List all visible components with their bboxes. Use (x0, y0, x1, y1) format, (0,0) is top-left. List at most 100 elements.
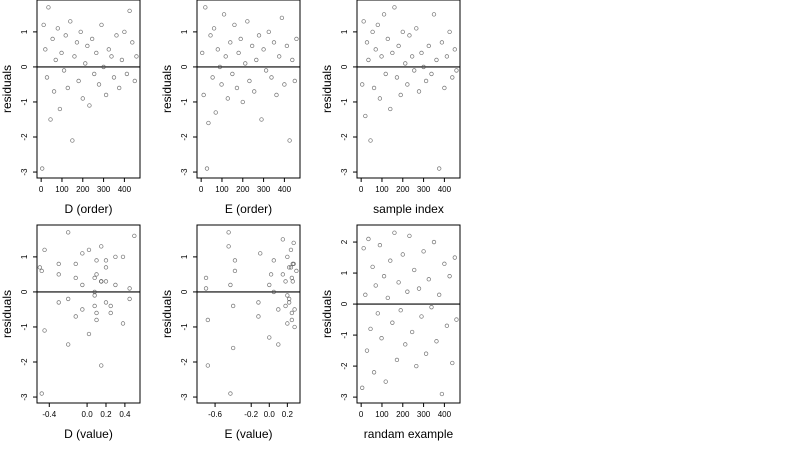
point (360, 82, 365, 87)
point (379, 54, 384, 59)
point (92, 293, 97, 298)
point (37, 265, 42, 270)
point (361, 246, 366, 251)
point (243, 61, 248, 66)
point (99, 363, 104, 368)
point (285, 321, 290, 326)
point (379, 336, 384, 341)
point (283, 279, 288, 284)
y-tick-label: -2 (180, 358, 189, 366)
point (419, 314, 424, 319)
point (238, 36, 243, 42)
point (381, 274, 387, 279)
point (80, 307, 85, 312)
point (120, 254, 126, 260)
x-tick-label: 200 (236, 185, 250, 194)
point (73, 275, 78, 281)
y-tick-label: 1 (180, 254, 189, 259)
point (232, 22, 237, 28)
point (41, 22, 46, 28)
point (276, 307, 281, 312)
point (450, 75, 455, 80)
y-tick-label: -1 (20, 323, 29, 331)
point (225, 96, 230, 101)
point (205, 363, 210, 368)
point (368, 326, 373, 332)
point (292, 307, 297, 312)
point (439, 391, 445, 397)
point (444, 323, 450, 328)
point (103, 92, 109, 98)
point (50, 36, 55, 42)
point (236, 50, 241, 56)
point (94, 50, 99, 56)
point (429, 71, 434, 77)
point (289, 310, 295, 316)
point (434, 339, 439, 344)
point (124, 71, 130, 77)
point (437, 166, 442, 171)
y-tick-label: 0 (180, 64, 189, 69)
point (72, 54, 77, 59)
point (249, 43, 255, 49)
point (421, 64, 426, 70)
point (287, 265, 292, 270)
point (252, 89, 257, 94)
point (39, 391, 44, 396)
point (85, 43, 90, 49)
x-tick-label: 400 (118, 185, 132, 194)
point (63, 33, 68, 38)
x-tick-label: 0 (359, 410, 364, 419)
point (134, 54, 139, 59)
y-tick-label: -1 (340, 98, 349, 106)
point (113, 282, 118, 288)
point (409, 54, 415, 59)
point (53, 57, 58, 63)
y-tick-label: 0 (20, 289, 29, 294)
point (59, 50, 64, 56)
point (447, 29, 452, 35)
point (230, 345, 236, 351)
x-tick-label: 400 (278, 185, 292, 194)
y-tick-label: 0 (340, 301, 349, 306)
x-tick-label: 100 (375, 185, 389, 194)
point (130, 40, 135, 45)
point (363, 113, 368, 119)
point (106, 47, 111, 52)
y-tick-label: -1 (20, 98, 29, 106)
point (74, 40, 80, 45)
x-tick-label: 400 (438, 185, 452, 194)
point (423, 78, 429, 84)
x-axis-label: D (order) (64, 202, 112, 216)
point (46, 5, 51, 10)
point (43, 47, 48, 52)
point (373, 47, 378, 52)
point (55, 26, 60, 31)
point (414, 363, 419, 369)
point (208, 33, 213, 38)
point (66, 342, 71, 347)
point (290, 279, 295, 284)
x-tick-label: 200 (396, 410, 410, 419)
point (390, 50, 395, 56)
point (363, 292, 368, 297)
point (73, 261, 78, 267)
point (371, 370, 377, 375)
point (392, 5, 397, 10)
point (201, 92, 206, 98)
point (68, 19, 73, 24)
point (61, 68, 67, 73)
point (51, 89, 57, 94)
y-axis-label: residuals (320, 290, 334, 338)
point (203, 5, 208, 10)
point (111, 75, 117, 80)
point (230, 303, 236, 309)
x-tick-label: 0.2 (100, 410, 112, 419)
point (277, 54, 282, 59)
point (383, 379, 388, 384)
point (108, 310, 113, 316)
point (388, 106, 393, 112)
point (92, 275, 97, 281)
point (56, 300, 61, 305)
point (405, 289, 410, 294)
